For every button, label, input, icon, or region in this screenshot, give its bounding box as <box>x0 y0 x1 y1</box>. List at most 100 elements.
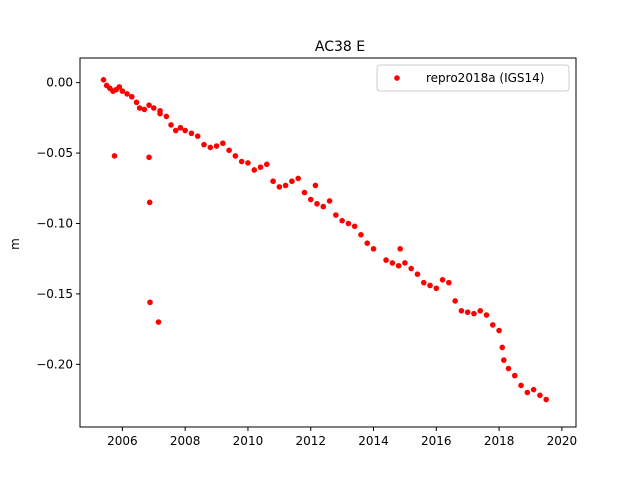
plot-frame <box>79 57 577 428</box>
data-point <box>433 285 440 292</box>
data-points <box>100 77 549 403</box>
x-tick-label: 2006 <box>107 434 138 448</box>
data-point <box>351 223 358 230</box>
data-point <box>194 133 201 139</box>
chart-title: AC38 E <box>315 39 365 55</box>
data-point <box>464 309 471 316</box>
data-point <box>289 178 295 185</box>
x-tick-label: 2014 <box>358 434 389 448</box>
data-point <box>477 308 484 314</box>
data-point <box>301 189 308 196</box>
data-point <box>168 122 174 128</box>
data-point <box>182 127 188 134</box>
data-point <box>314 200 320 207</box>
data-point <box>414 271 421 277</box>
x-axis-ticks: 2006 2008 2010 2012 2014 2016 2018 2020 <box>107 427 577 448</box>
y-tick-label: 0.00 <box>46 76 73 90</box>
data-point <box>446 279 452 286</box>
data-point <box>295 175 301 182</box>
data-point <box>505 365 512 372</box>
data-point <box>251 167 258 173</box>
data-point <box>320 203 327 210</box>
data-point <box>177 124 184 131</box>
x-tick-label: 2016 <box>421 434 452 448</box>
data-point <box>116 84 123 90</box>
data-point <box>220 140 226 147</box>
data-point <box>201 141 207 148</box>
data-point <box>157 110 163 117</box>
data-point <box>333 212 339 218</box>
y-tick-label: −0.15 <box>36 287 73 301</box>
data-point <box>146 102 152 108</box>
data-point <box>163 113 170 120</box>
data-point <box>397 246 404 252</box>
x-tick-label: 2008 <box>170 434 201 448</box>
data-point <box>501 357 507 363</box>
data-point <box>129 93 135 100</box>
data-point <box>364 240 371 246</box>
data-point <box>402 260 408 266</box>
data-point <box>307 196 314 203</box>
data-point <box>141 106 148 113</box>
y-axis-label: m <box>8 238 22 250</box>
data-point <box>370 246 377 252</box>
x-tick-label: 2012 <box>295 434 326 448</box>
data-point <box>339 217 345 224</box>
x-tick-label: 2018 <box>484 434 515 448</box>
data-point <box>420 279 427 286</box>
data-point <box>282 182 289 189</box>
data-point <box>358 231 364 238</box>
x-tick-label: 2010 <box>233 434 264 448</box>
data-point <box>213 143 220 149</box>
data-point <box>188 130 195 137</box>
y-tick-label: −0.05 <box>36 146 73 160</box>
data-point <box>524 389 531 396</box>
data-point <box>312 182 319 189</box>
data-point <box>530 386 537 393</box>
data-point <box>276 184 283 190</box>
data-point <box>245 160 251 166</box>
data-point <box>427 282 433 289</box>
data-point <box>136 105 143 111</box>
data-point <box>345 220 352 227</box>
data-point <box>452 298 458 304</box>
y-tick-label: −0.20 <box>36 357 73 371</box>
data-point <box>439 277 446 283</box>
data-point <box>133 99 140 106</box>
legend-marker <box>394 75 400 81</box>
data-point <box>490 322 496 328</box>
data-point <box>537 392 543 399</box>
data-point <box>119 88 126 94</box>
data-point <box>471 310 477 317</box>
data-point <box>257 164 264 170</box>
data-point <box>408 265 414 272</box>
data-point <box>146 199 153 206</box>
data-point <box>518 382 524 389</box>
data-point <box>226 147 232 154</box>
data-point <box>458 308 465 314</box>
legend: repro2018a (IGS14) <box>376 64 570 92</box>
data-point <box>483 312 490 318</box>
data-point <box>100 77 107 83</box>
data-point <box>383 257 389 263</box>
data-point <box>395 262 402 269</box>
y-axis-ticks: 0.00 −0.05 −0.10 −0.15 −0.20 <box>36 76 80 371</box>
data-point <box>496 327 502 334</box>
data-point <box>207 144 214 151</box>
data-point <box>147 299 153 306</box>
data-point <box>124 91 130 97</box>
data-point <box>238 158 245 165</box>
data-point <box>389 260 396 266</box>
data-point <box>155 319 162 325</box>
data-point <box>270 178 276 185</box>
data-point <box>499 344 506 351</box>
data-point <box>111 153 118 159</box>
data-point <box>543 396 549 403</box>
data-point <box>326 198 333 204</box>
data-point <box>172 127 179 134</box>
x-tick-label: 2020 <box>547 434 578 448</box>
data-point <box>232 153 239 159</box>
y-tick-label: −0.10 <box>36 216 73 230</box>
data-point <box>511 372 518 379</box>
